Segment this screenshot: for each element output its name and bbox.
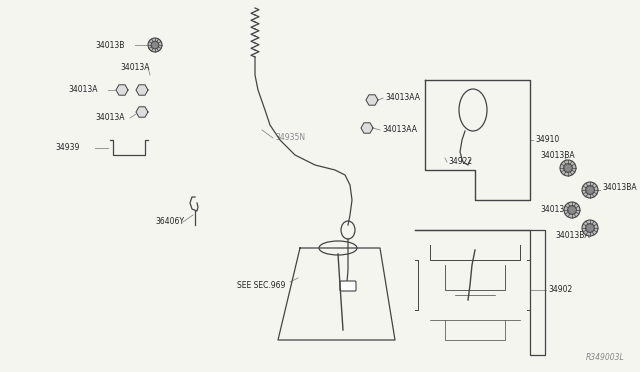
Text: 34013BA: 34013BA <box>602 183 637 192</box>
Text: 34013A: 34013A <box>120 64 150 73</box>
Circle shape <box>564 164 572 172</box>
Text: 34910: 34910 <box>535 135 559 144</box>
Text: 34013BA: 34013BA <box>540 205 575 215</box>
Text: 34935N: 34935N <box>275 134 305 142</box>
Text: SEE SEC.969: SEE SEC.969 <box>237 280 285 289</box>
Text: 34902: 34902 <box>548 285 572 295</box>
Polygon shape <box>116 85 128 95</box>
Text: 34013BA: 34013BA <box>555 231 589 240</box>
Circle shape <box>586 186 595 195</box>
Circle shape <box>568 206 577 214</box>
Circle shape <box>148 38 162 52</box>
Circle shape <box>151 41 159 49</box>
Text: 34939: 34939 <box>55 144 79 153</box>
Polygon shape <box>136 85 148 95</box>
Text: 36406Y: 36406Y <box>155 218 184 227</box>
Circle shape <box>564 202 580 218</box>
Text: 34013AA: 34013AA <box>382 125 417 135</box>
Circle shape <box>582 220 598 236</box>
Text: 34013AA: 34013AA <box>385 93 420 103</box>
Text: R349003L: R349003L <box>586 353 625 362</box>
Text: 34013B: 34013B <box>95 41 124 49</box>
Circle shape <box>586 224 595 232</box>
Text: 34922: 34922 <box>448 157 472 167</box>
Polygon shape <box>136 107 148 117</box>
Text: 34013A: 34013A <box>68 86 97 94</box>
Circle shape <box>560 160 576 176</box>
Text: 34013A: 34013A <box>95 113 125 122</box>
Circle shape <box>582 182 598 198</box>
FancyBboxPatch shape <box>340 281 356 291</box>
Polygon shape <box>361 123 373 133</box>
Text: 34013BA: 34013BA <box>540 151 575 160</box>
Polygon shape <box>366 95 378 105</box>
